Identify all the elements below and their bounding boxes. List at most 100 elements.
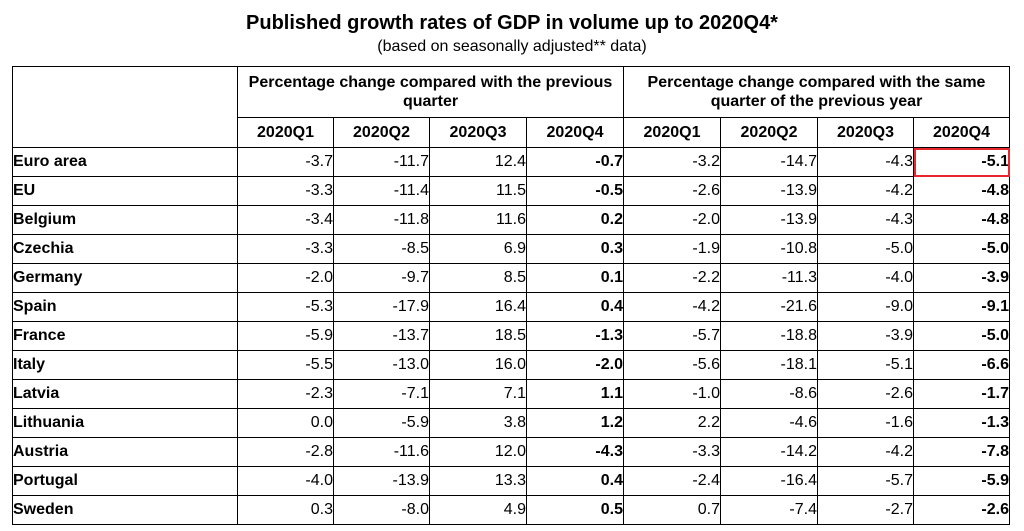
table-body: Euro area -3.7 -11.7 12.4 -0.7 -3.2 -14.7 -4.3-… — [12, 147, 1010, 525]
table-row: Euro area -3.7 -11.7 12.4 -0.7 -3.2 -14.7 -4.3-… — [12, 147, 1010, 177]
group-header-row: Percentage change compared with the prev… — [12, 66, 1010, 148]
value-cell: -2.0 — [237, 263, 334, 293]
page-subtitle: (based on seasonally adjusted** data) — [377, 38, 647, 55]
group-header-yoy: Percentage change compared with the same… — [623, 66, 1010, 118]
value-cell: 12.0 — [429, 437, 527, 467]
value-cell: -14.2 — [720, 437, 818, 467]
value-cell: 0.0 — [237, 408, 334, 438]
value-cell: -5.5 — [237, 350, 334, 380]
value-cell: -3.3 — [237, 176, 334, 206]
country-cell: Germany — [12, 263, 238, 293]
value-cell: 0.4 — [526, 292, 624, 322]
country-cell: Czechia — [12, 234, 238, 264]
value-cell: -3.9 — [913, 263, 1010, 293]
value-cell: -5.7 — [817, 466, 914, 496]
value-cell: -3.9 — [817, 321, 914, 351]
value-cell: -10.8 — [720, 234, 818, 264]
value-cell: 13.3 — [429, 466, 527, 496]
value-cell: -8.6 — [720, 379, 818, 409]
value-cell: -18.8 — [720, 321, 818, 351]
value-cell: -4.3 — [526, 437, 624, 467]
value-cell: -4.3 — [817, 205, 914, 235]
value-cell: -2.8 — [237, 437, 334, 467]
quarter-header: 2020Q2 — [333, 117, 430, 148]
country-cell: Austria — [12, 437, 238, 467]
table-row: France -5.9 -13.7 18.5 -1.3 -5.7 -18.8 -3.9 -5.0 — [12, 321, 1010, 351]
value-cell: 7.1 — [429, 379, 527, 409]
value-cell: -9.1 — [913, 292, 1010, 322]
value-cell: -1.7 — [913, 379, 1010, 409]
table-row: Spain -5.3 -17.9 16.4 0.4 -4.2 -21.6 -9.0 -9.1 — [12, 292, 1010, 322]
highlighted-value-cell: -5.1 — [913, 147, 1010, 177]
table-row: Sweden 0.3 -8.0 4.9 0.5 0.7 -7.4 -2.7 -2.6 — [12, 495, 1010, 525]
value-cell: 11.6 — [429, 205, 527, 235]
value-cell: -3.7 — [237, 147, 334, 177]
value-cell: -1.3 — [526, 321, 624, 351]
value-cell: -5.0 — [913, 321, 1010, 351]
value-cell: 3.8 — [429, 408, 527, 438]
value-cell: -18.1 — [720, 350, 818, 380]
quarter-header: 2020Q3 — [429, 117, 527, 148]
value-cell: 16.4 — [429, 292, 527, 322]
value-cell: -21.6 — [720, 292, 818, 322]
value-cell: -2.4 — [623, 466, 721, 496]
table-row: EU -3.3 -11.4 11.5 -0.5 -2.6 -13.9 -4.2 -4.8 — [12, 176, 1010, 206]
value-cell: -2.0 — [623, 205, 721, 235]
country-cell: EU — [12, 176, 238, 206]
value-cell: -2.6 — [913, 495, 1010, 525]
value-cell: 0.7 — [623, 495, 721, 525]
value-cell: 6.9 — [429, 234, 527, 264]
value-cell: -13.9 — [333, 466, 430, 496]
table-row: Latvia -2.3 -7.1 7.1 1.1 -1.0 -8.6 -2.6 -1.7 — [12, 379, 1010, 409]
value-cell: 0.1 — [526, 263, 624, 293]
value-cell: -11.7 — [333, 147, 430, 177]
value-cell: -5.3 — [237, 292, 334, 322]
value-cell: 8.5 — [429, 263, 527, 293]
quarter-header: 2020Q4 — [913, 117, 1010, 148]
country-cell: Lithuania — [12, 408, 238, 438]
value-cell: -16.4 — [720, 466, 818, 496]
quarter-header: 2020Q3 — [817, 117, 914, 148]
value-cell: -5.9 — [913, 466, 1010, 496]
value-cell: -4.0 — [817, 263, 914, 293]
value-cell: -4.2 — [817, 437, 914, 467]
value-cell: 0.4 — [526, 466, 624, 496]
value-cell: -8.0 — [333, 495, 430, 525]
value-cell: 12.4 — [429, 147, 527, 177]
quarter-header-row: 2020Q1 2020Q2 2020Q3 2020Q4 2020Q1 2020Q… — [13, 117, 1010, 148]
table-row: Italy -5.5 -13.0 16.0 -2.0 -5.6 -18.1 -5.1 -6.6 — [12, 350, 1010, 380]
value-cell: -0.7 — [526, 147, 624, 177]
value-cell: -3.2 — [623, 147, 721, 177]
value-cell: -0.5 — [526, 176, 624, 206]
value-cell: -11.6 — [333, 437, 430, 467]
quarter-header: 2020Q4 — [526, 117, 624, 148]
table-row: Austria -2.8 -11.6 12.0 -4.3 -3.3 -14.2 -4.2 -7.… — [12, 437, 1010, 467]
country-header-cell — [12, 66, 238, 148]
page-title: Published growth rates of GDP in volume … — [246, 12, 778, 34]
value-cell: -11.3 — [720, 263, 818, 293]
value-cell: -4.2 — [817, 176, 914, 206]
value-cell: -1.6 — [817, 408, 914, 438]
value-cell: -2.6 — [623, 176, 721, 206]
country-cell: Italy — [12, 350, 238, 380]
country-cell: Euro area — [12, 147, 238, 177]
value-cell: -5.7 — [623, 321, 721, 351]
value-cell: -4.3 — [817, 147, 914, 177]
value-cell: -2.3 — [237, 379, 334, 409]
value-cell: -5.0 — [913, 234, 1010, 264]
value-cell: -1.3 — [913, 408, 1010, 438]
value-cell: -5.6 — [623, 350, 721, 380]
value-cell: -3.4 — [237, 205, 334, 235]
quarter-header: 2020Q2 — [720, 117, 818, 148]
value-cell: -3.3 — [623, 437, 721, 467]
value-cell: 4.9 — [429, 495, 527, 525]
country-cell: Belgium — [12, 205, 238, 235]
value-cell: -9.7 — [333, 263, 430, 293]
gdp-growth-table: Percentage change compared with the prev… — [12, 66, 1010, 525]
value-cell: -4.8 — [913, 205, 1010, 235]
value-cell: -4.2 — [623, 292, 721, 322]
value-cell: -2.2 — [623, 263, 721, 293]
value-cell: 0.3 — [526, 234, 624, 264]
value-cell: 0.5 — [526, 495, 624, 525]
value-cell: -6.6 — [913, 350, 1010, 380]
